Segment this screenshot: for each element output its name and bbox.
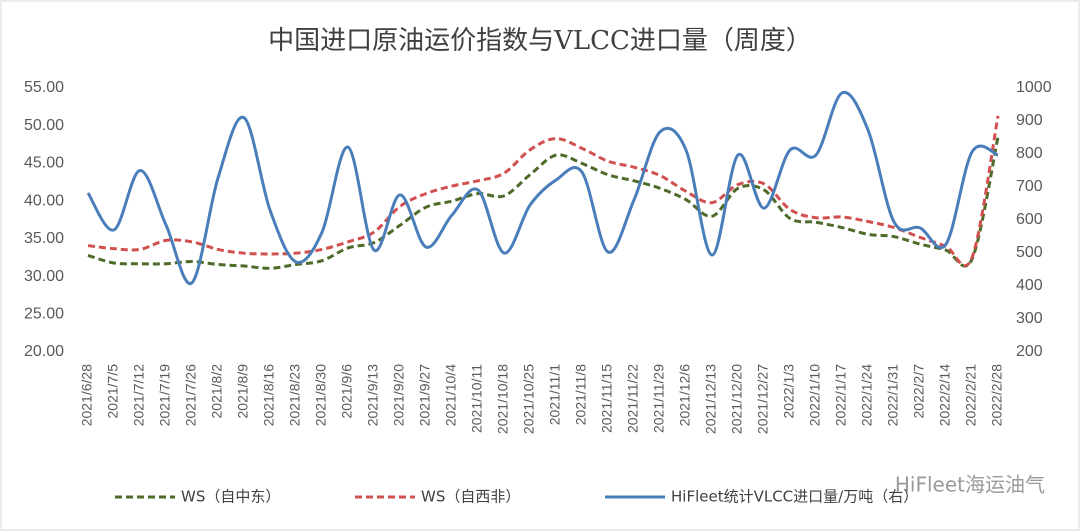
series-line	[86, 90, 999, 285]
x-tick-label: 2021/9/20	[391, 364, 407, 426]
x-tick-label: 2021/7/5	[105, 364, 121, 419]
x-tick-label: 2021/12/20	[729, 364, 745, 434]
x-tick-label: 2021/10/18	[495, 364, 511, 434]
x-tick-label: 2021/8/9	[235, 364, 251, 419]
legend-label: HiFleet统计VLCC进口量/万吨（右）	[671, 488, 918, 506]
x-tick-label: 2021/11/29	[651, 364, 667, 433]
x-tick-label: 2021/10/11	[469, 364, 485, 433]
y-tick-label: 45.00	[24, 155, 64, 172]
x-tick-label: 2021/9/6	[339, 364, 355, 419]
x-tick-label: 2022/1/3	[781, 364, 797, 419]
x-tick-label: 2022/2/21	[963, 364, 979, 426]
y2-tick-label: 800	[1016, 145, 1043, 162]
y2-tick-label: 900	[1016, 112, 1043, 129]
y2-tick-label: 200	[1016, 343, 1043, 360]
x-tick-label: 2021/8/16	[261, 364, 277, 426]
x-tick-label: 2021/6/28	[79, 364, 95, 426]
x-tick-label: 2021/10/4	[443, 364, 459, 426]
y-tick-label: 25.00	[24, 306, 64, 323]
x-tick-label: 2021/7/12	[131, 364, 147, 426]
x-tick-label: 2021/8/30	[313, 364, 329, 426]
series-line	[87, 115, 1000, 268]
x-tick-label: 2021/8/2	[209, 364, 225, 419]
watermark: HiFleet海运油气	[895, 473, 1045, 497]
x-tick-label: 2021/9/27	[417, 364, 433, 426]
y-tick-label: 30.00	[24, 268, 64, 285]
x-tick-label: 2022/1/17	[833, 364, 849, 426]
x-tick-label: 2021/11/15	[599, 364, 615, 433]
legend-label: WS（自西非）	[421, 488, 520, 506]
x-tick-label: 2022/1/31	[885, 364, 901, 426]
x-tick-label: 2021/12/27	[755, 364, 771, 434]
y2-tick-label: 1000	[1016, 79, 1052, 96]
y-tick-label: 40.00	[24, 192, 64, 209]
x-tick-label: 2021/8/23	[287, 364, 303, 426]
x-tick-label: 2022/2/7	[911, 364, 927, 419]
x-tick-label: 2022/1/24	[859, 364, 875, 426]
x-tick-label: 2021/9/13	[365, 364, 381, 426]
y2-tick-label: 500	[1016, 244, 1043, 261]
y-tick-label: 50.00	[24, 117, 64, 134]
y-tick-label: 55.00	[24, 79, 64, 96]
chart-title: 中国进口原油运价指数与VLCC进口量（周度）	[268, 26, 812, 56]
x-tick-label: 2021/11/8	[573, 364, 589, 425]
y2-tick-label: 600	[1016, 211, 1043, 228]
x-tick-label: 2022/1/10	[807, 364, 823, 426]
y-tick-label: 20.00	[24, 343, 64, 360]
x-tick-label: 2021/7/19	[157, 364, 173, 426]
x-tick-label: 2021/12/13	[703, 364, 719, 434]
x-tick-label: 2021/11/22	[625, 364, 641, 433]
x-tick-label: 2021/12/6	[677, 364, 693, 426]
y2-tick-label: 700	[1016, 178, 1043, 195]
y-tick-label: 35.00	[24, 230, 64, 247]
x-tick-label: 2021/11/1	[547, 364, 563, 425]
y2-tick-label: 300	[1016, 310, 1043, 327]
legend-label: WS（自中东）	[181, 488, 280, 506]
y2-tick-label: 400	[1016, 277, 1043, 294]
x-tick-label: 2022/2/28	[989, 364, 1005, 426]
series-line	[87, 136, 1000, 270]
x-tick-label: 2021/10/25	[521, 364, 537, 434]
x-tick-label: 2021/7/26	[183, 364, 199, 426]
x-tick-label: 2022/2/14	[937, 364, 953, 426]
